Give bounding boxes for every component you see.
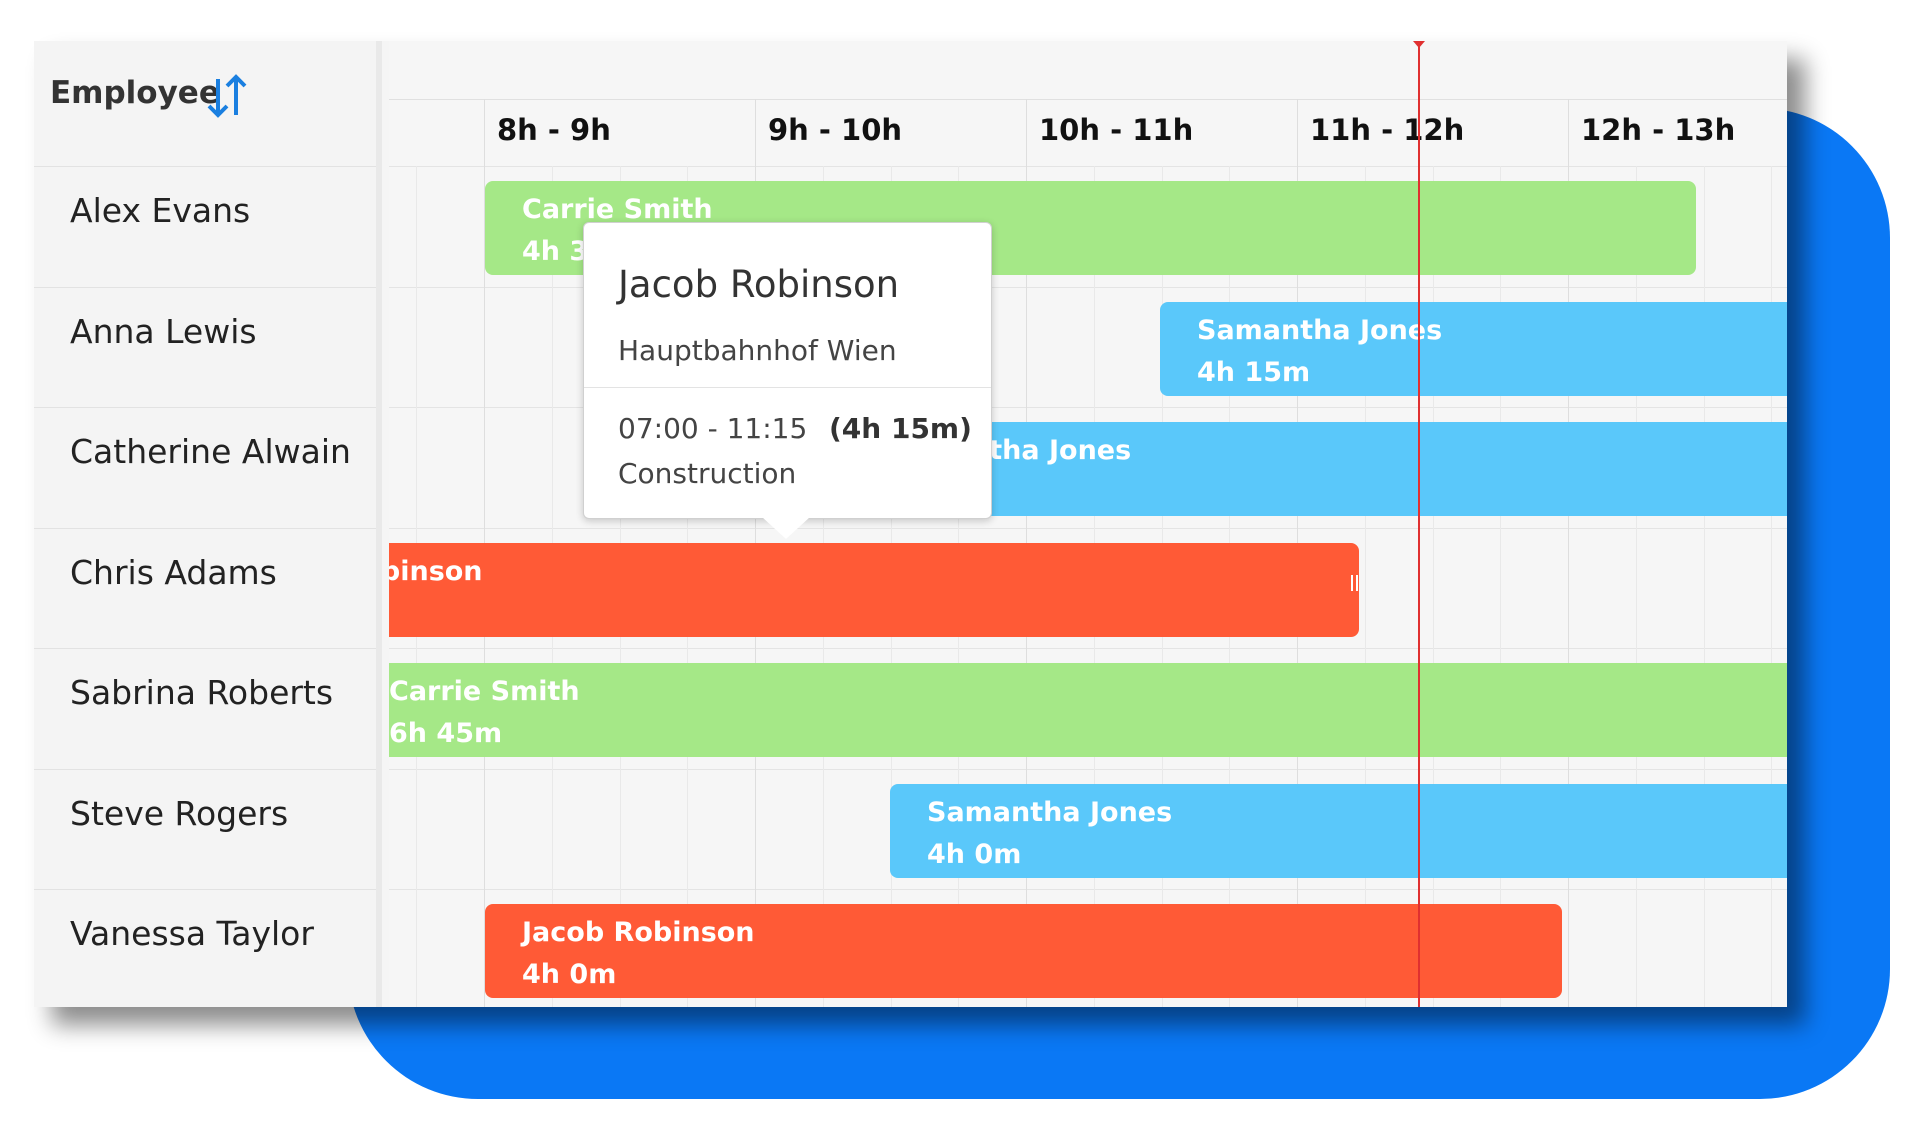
event-name: Samantha Jones — [886, 435, 1132, 466]
tooltip-title: Jacob Robinson — [618, 263, 900, 306]
now-marker — [1413, 41, 1425, 48]
event-name: Samantha Jones — [1197, 314, 1443, 346]
employee-name: Alex Evans — [70, 191, 251, 230]
row-separator — [34, 527, 376, 529]
timeline: 8h - 9h 9h - 10h 10h - 11h 11h - 12h 12h - 1… — [389, 41, 1787, 1007]
header-separator — [389, 99, 1787, 100]
minor-line — [1364, 166, 1366, 1007]
row-separator — [389, 648, 1787, 649]
event-name: Samantha Jones — [927, 796, 1173, 828]
row-separator — [34, 768, 376, 770]
event-duration: 6h 45m — [389, 718, 503, 749]
row-separator — [34, 648, 376, 649]
event-duration: 4h 0m — [927, 838, 1022, 870]
scheduler: Employee Alex Evans Anna Lewis Catherine A… — [34, 41, 1787, 1007]
employee-column: Employee Alex Evans Anna Lewis Catherine A… — [34, 41, 382, 1007]
resize-handle — [1351, 574, 1358, 591]
row-separator — [389, 166, 1787, 167]
row-separator — [34, 166, 376, 167]
divider — [584, 387, 991, 388]
event[interactable]: Jacob Robinson 4h 0m — [485, 904, 1562, 998]
tooltip: Jacob Robinson Hauptbahnhof Wien 07:00 -… — [583, 222, 992, 539]
row-separator — [389, 768, 1787, 770]
hour-label: 12h - 13h — [1581, 113, 1736, 147]
tooltip-category: Construction — [618, 457, 797, 490]
hour-line — [1568, 99, 1569, 1007]
employee-name: Vanessa Taylor — [70, 914, 314, 953]
tooltip-duration: (4h 15m) — [829, 412, 972, 445]
hour-label: 10h - 11h — [1039, 113, 1194, 147]
hour-label: 11h - 12h — [1310, 113, 1465, 147]
tooltip-time: 07:00 - 11:15 — [618, 412, 808, 445]
row-separator — [34, 407, 376, 408]
sort-icon[interactable] — [204, 71, 252, 121]
employee-name: Sabrina Roberts — [70, 673, 334, 712]
event[interactable]: Carrie Smith 6h 45m — [389, 663, 1787, 757]
minor-line — [1771, 166, 1773, 1007]
employee-name: Anna Lewis — [70, 311, 257, 351]
event-name: Jacob Robinson — [389, 555, 483, 587]
employee-name: Steve Rogers — [70, 793, 289, 833]
event[interactable]: Samantha Jones — [849, 422, 1787, 516]
event-name: Jacob Robinson — [522, 917, 755, 948]
row-separator — [389, 889, 1787, 890]
tooltip-location: Hauptbahnhof Wien — [618, 334, 897, 367]
minor-line — [1432, 166, 1434, 1007]
minor-line — [1703, 166, 1705, 1007]
column-header[interactable]: Employee — [50, 75, 220, 111]
row-separator — [34, 889, 376, 890]
event-name: Carrie Smith — [522, 194, 713, 225]
row-separator — [389, 527, 1787, 529]
hour-label: 9h - 10h — [768, 113, 903, 147]
event-name: Carrie Smith — [389, 676, 580, 707]
tooltip-arrow — [762, 517, 810, 539]
event[interactable]: Jacob Robinson — [389, 542, 1359, 637]
event[interactable]: Samantha Jones 4h 15m — [1160, 301, 1787, 396]
event-duration: 4h 0m — [522, 959, 617, 990]
row-separator — [34, 286, 376, 288]
now-line — [1418, 41, 1420, 1007]
event-duration: 4h 15m — [1197, 356, 1311, 388]
row-separator — [389, 286, 1787, 288]
minor-line — [1500, 166, 1502, 1007]
event[interactable]: Samantha Jones 4h 0m — [890, 783, 1787, 878]
minor-line — [1635, 166, 1637, 1007]
employee-name: Catherine Alwain — [70, 432, 351, 471]
row-separator — [389, 407, 1787, 408]
employee-name: Chris Adams — [70, 552, 277, 592]
hour-label: 8h - 9h — [497, 113, 611, 147]
